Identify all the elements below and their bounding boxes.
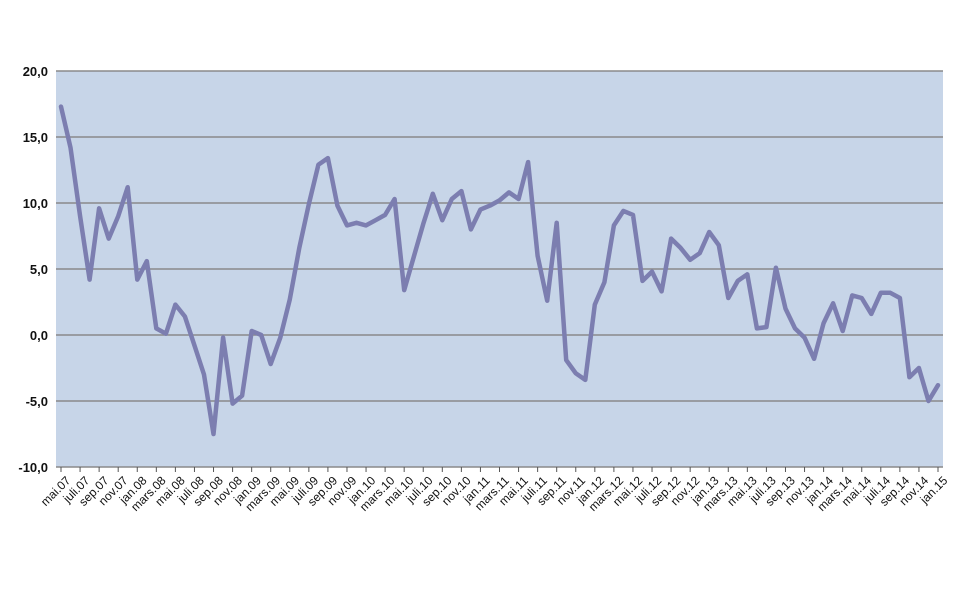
x-axis-tick-labels: mai.07juli.07sep.07nov.07jan.08mars.08ma… bbox=[38, 473, 951, 514]
y-axis-tick-labels: 20,0 15,0 10,0 5,0 0,0 -5,0 -10,0 bbox=[18, 64, 48, 475]
y-tick-label: 15,0 bbox=[23, 130, 48, 145]
y-tick-label: -10,0 bbox=[18, 460, 48, 475]
y-tick-label: -5,0 bbox=[26, 394, 48, 409]
x-axis-tick-marks bbox=[60, 467, 939, 472]
data-points bbox=[60, 106, 939, 435]
y-tick-label: 0,0 bbox=[30, 328, 48, 343]
y-tick-label: 10,0 bbox=[23, 196, 48, 211]
gridlines bbox=[56, 70, 943, 468]
y-tick-label: 20,0 bbox=[23, 64, 48, 79]
y-tick-label: 5,0 bbox=[30, 262, 48, 277]
